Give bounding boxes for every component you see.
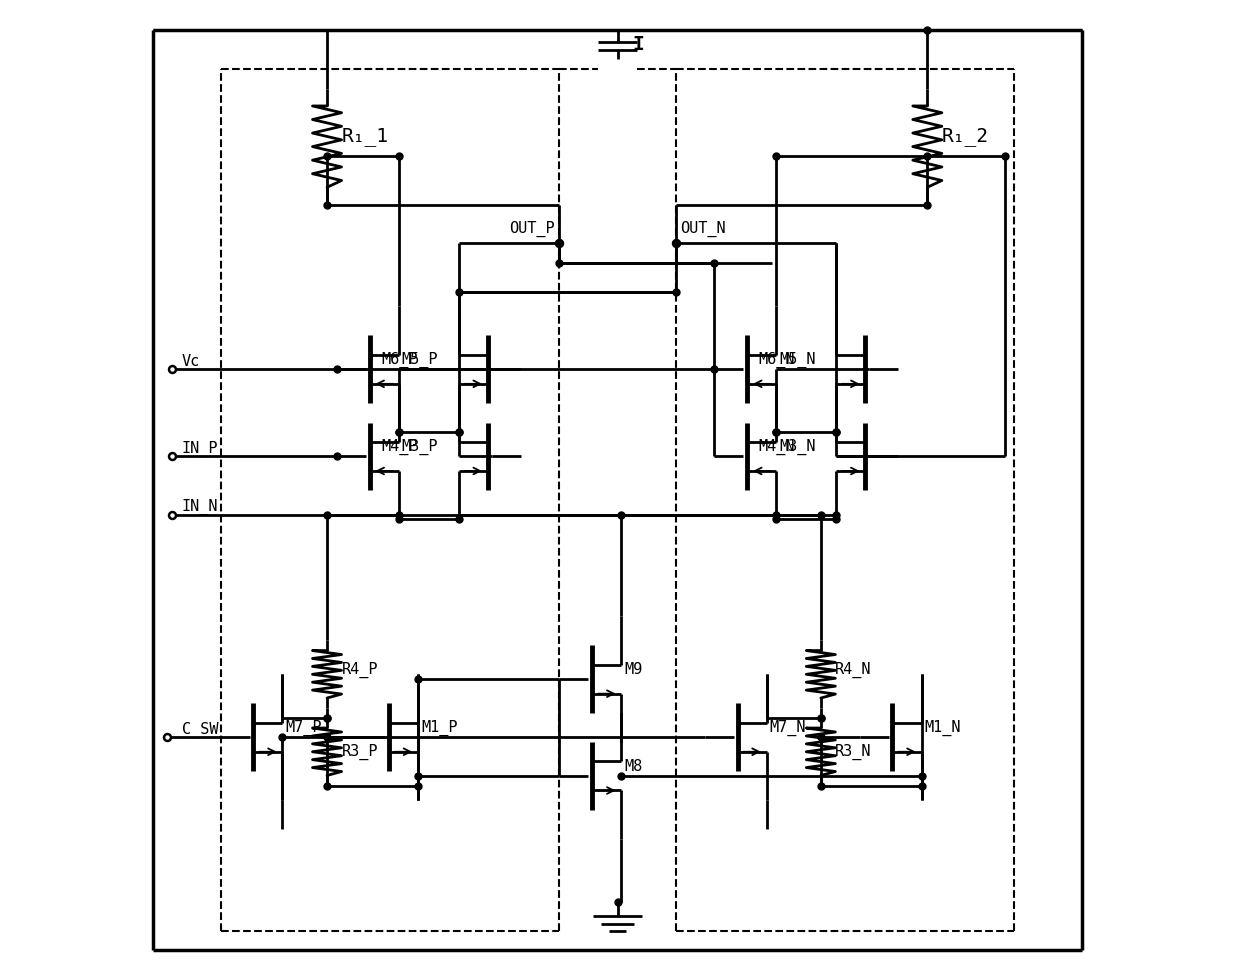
Text: R4_P: R4_P bbox=[342, 661, 378, 678]
Text: R₁_2: R₁_2 bbox=[942, 127, 989, 147]
Text: M7_N: M7_N bbox=[769, 720, 806, 736]
Text: R3_P: R3_P bbox=[342, 744, 378, 760]
Text: M3_N: M3_N bbox=[779, 439, 815, 454]
Text: M1_N: M1_N bbox=[925, 720, 961, 736]
Text: M4_N: M4_N bbox=[758, 439, 795, 454]
Text: M3_P: M3_P bbox=[401, 439, 438, 454]
Text: R₁_1: R₁_1 bbox=[342, 127, 389, 147]
Text: M1_P: M1_P bbox=[421, 720, 457, 736]
Text: Vc: Vc bbox=[182, 354, 200, 369]
Text: I: I bbox=[632, 35, 643, 54]
Text: M8: M8 bbox=[624, 758, 642, 774]
Text: M4_P: M4_P bbox=[382, 439, 417, 454]
Text: M6_P: M6_P bbox=[382, 352, 417, 368]
Text: M7_P: M7_P bbox=[285, 720, 322, 736]
Text: R3_N: R3_N bbox=[835, 744, 872, 760]
Text: IN_P: IN_P bbox=[182, 441, 219, 456]
Text: M5_P: M5_P bbox=[401, 352, 438, 368]
Text: OUT_N: OUT_N bbox=[680, 220, 726, 237]
Text: R4_N: R4_N bbox=[835, 661, 872, 678]
Text: C_SW: C_SW bbox=[182, 721, 219, 738]
Text: M6_N: M6_N bbox=[758, 352, 795, 368]
Text: OUT_P: OUT_P bbox=[509, 220, 555, 237]
Text: M5_N: M5_N bbox=[779, 352, 815, 368]
Text: IN_N: IN_N bbox=[182, 499, 219, 515]
Text: M9: M9 bbox=[624, 662, 642, 677]
